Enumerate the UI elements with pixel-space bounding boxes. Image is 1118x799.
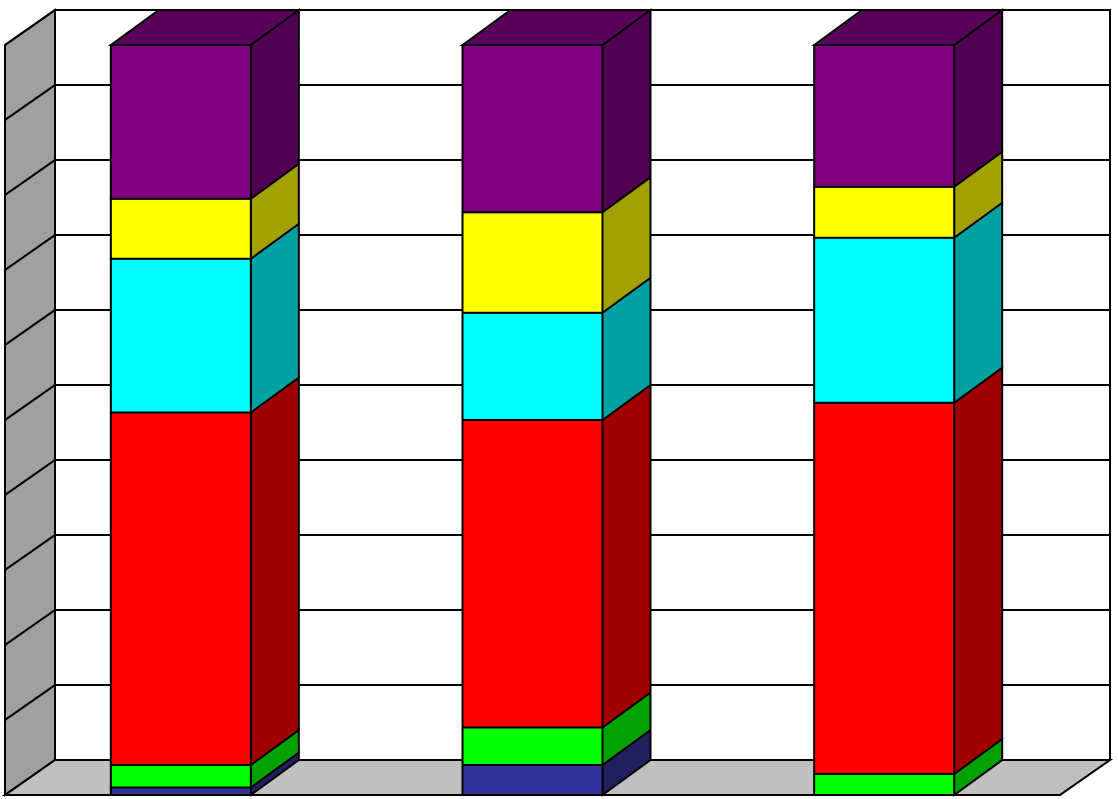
bar-segment: [813, 365, 1004, 776]
bar-segment: [811, 8, 1006, 189]
bar-front: [109, 411, 252, 766]
bar-front: [461, 419, 604, 729]
bar-top: [107, 9, 302, 46]
bar-front: [461, 311, 604, 421]
bar-segment: [109, 375, 300, 767]
grid-line-side: [4, 534, 56, 571]
bar-segment: [813, 149, 1004, 240]
bar-front: [109, 197, 252, 260]
bar-front: [813, 44, 956, 188]
bar-segment: [461, 690, 652, 767]
bar-front: [813, 185, 956, 239]
grid-line-side: [4, 684, 56, 721]
grid-line-side: [4, 309, 56, 346]
bar-segment: [461, 175, 652, 315]
grid-line-side: [4, 159, 56, 196]
bar-segment: [109, 728, 300, 790]
bar-segment: [461, 728, 652, 797]
bar-segment: [461, 383, 652, 730]
bar-side: [601, 383, 652, 730]
bar-side: [953, 365, 1004, 776]
grid-line-side: [4, 234, 56, 271]
bar-segment: [461, 275, 652, 422]
bar-front: [109, 764, 252, 789]
bar-front: [461, 211, 604, 314]
grid-line-side: [4, 609, 56, 646]
bar-front: [461, 44, 604, 214]
bar-front: [109, 257, 252, 414]
bar-side: [249, 375, 300, 767]
bar-segment: [109, 161, 300, 261]
bar-front: [109, 786, 252, 796]
bar-segment: [459, 8, 654, 215]
grid-line-side: [4, 9, 56, 46]
bar-front: [461, 764, 604, 796]
grid-line-side: [4, 384, 56, 421]
bar-front: [813, 773, 956, 796]
bar-front: [109, 44, 252, 200]
bar-top: [459, 9, 654, 46]
bar-top: [811, 9, 1006, 46]
bar-front: [813, 236, 956, 404]
grid-line-side: [4, 84, 56, 121]
bar-front: [461, 726, 604, 766]
bar-segment: [107, 8, 302, 201]
grid-line-side: [4, 459, 56, 496]
bar-front: [813, 401, 956, 775]
bar-segment: [813, 200, 1004, 405]
